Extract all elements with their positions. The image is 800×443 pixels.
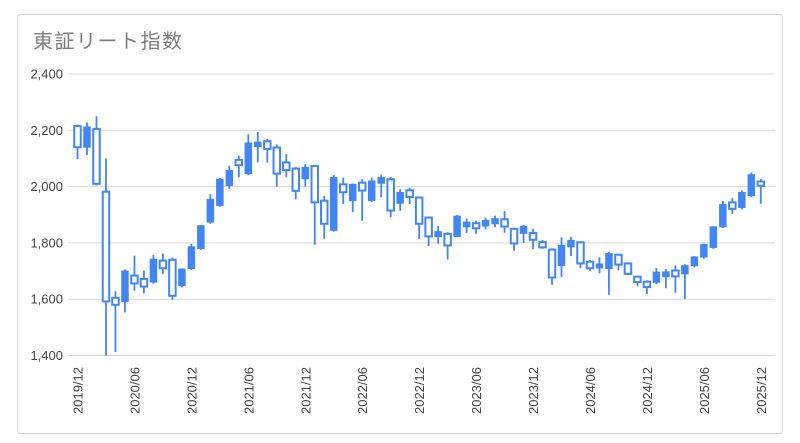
candle-body-2024/03[interactable] — [557, 244, 566, 266]
candle-body-2021/12[interactable] — [301, 166, 310, 180]
candle-body-2025/06[interactable] — [700, 244, 708, 258]
x-axis-tick-label: 2020/06 — [127, 367, 142, 414]
candle-body-2025/07[interactable] — [709, 226, 718, 248]
x-axis-tick-label: 2021/12 — [298, 367, 313, 414]
candle-body-2025/08[interactable] — [719, 204, 727, 228]
x-axis-tick-label: 2019/12 — [71, 367, 86, 414]
candle-body-2021/04[interactable] — [225, 170, 234, 186]
x-axis-tick-label: 2024/12 — [640, 367, 655, 414]
candle-body-2022/01[interactable] — [310, 165, 320, 204]
candle-body-2024/05[interactable] — [576, 241, 585, 265]
candle-body-2024/07[interactable] — [595, 263, 604, 269]
candle-body-2022/11[interactable] — [405, 189, 414, 199]
candle-body-2023/04[interactable] — [453, 215, 461, 237]
candle-body-2021/02[interactable] — [206, 198, 215, 223]
y-axis-tick-label: 1,600 — [30, 292, 63, 307]
candle-body-2022/05[interactable] — [348, 183, 357, 202]
candle-body-2022/08[interactable] — [377, 177, 385, 184]
candle-body-2023/12[interactable] — [528, 232, 538, 241]
candle-body-2021/11[interactable] — [291, 167, 301, 192]
candle-body-2024/01[interactable] — [538, 241, 547, 249]
candle-body-2022/10[interactable] — [396, 192, 404, 204]
candle-body-2019/12[interactable] — [73, 125, 82, 149]
candle-body-2020/07[interactable] — [139, 277, 149, 288]
x-axis-tick-label: 2025/12 — [754, 367, 769, 414]
candle-body-2025/05[interactable] — [690, 256, 699, 267]
candle-body-2024/06[interactable] — [585, 260, 595, 270]
y-axis-tick-label: 1,800 — [30, 235, 63, 250]
candle-body-2023/03[interactable] — [443, 232, 452, 247]
candle-body-2021/06[interactable] — [244, 142, 253, 175]
candle-body-2022/04[interactable] — [338, 183, 348, 194]
chart-title: 東証リート指数 — [33, 31, 184, 53]
x-axis-tick-label: 2022/06 — [355, 367, 370, 414]
x-axis-tick-label: 2023/12 — [526, 367, 541, 414]
candle-body-2020/12[interactable] — [187, 246, 196, 270]
candle-body-2025/01[interactable] — [652, 271, 661, 283]
candle-body-2020/03[interactable] — [101, 190, 111, 303]
candle-body-2025/12[interactable] — [756, 180, 766, 187]
candle-body-2025/03[interactable] — [671, 269, 680, 278]
chart-card — [17, 14, 783, 434]
candle-body-2023/07[interactable] — [481, 219, 490, 227]
candle-body-2025/02[interactable] — [662, 271, 670, 278]
candle-body-2024/02[interactable] — [547, 248, 557, 279]
candle-body-2020/02[interactable] — [92, 127, 101, 185]
x-axis-tick-label: 2024/06 — [583, 367, 598, 414]
y-axis-tick-label: 2,400 — [30, 67, 63, 82]
candle-body-2023/01[interactable] — [424, 216, 433, 238]
candle-body-2024/11[interactable] — [633, 275, 642, 284]
y-axis-tick-label: 2,000 — [30, 179, 63, 194]
x-axis-tick-label: 2025/06 — [697, 367, 712, 414]
candle-body-2020/09[interactable] — [158, 259, 168, 270]
candle-body-2021/01[interactable] — [197, 225, 205, 250]
x-axis-tick-label: 2021/06 — [241, 367, 256, 414]
candle-body-2024/09[interactable] — [614, 253, 623, 266]
candle-body-2020/04[interactable] — [111, 296, 120, 306]
candle-body-2023/10[interactable] — [509, 227, 519, 245]
candle-body-2021/05[interactable] — [234, 158, 244, 167]
candle-body-2024/10[interactable] — [623, 262, 633, 275]
x-axis-tick-label: 2020/12 — [184, 367, 199, 414]
candle-body-2021/08[interactable] — [263, 140, 272, 150]
candle-body-2023/08[interactable] — [491, 218, 499, 225]
candle-body-2022/09[interactable] — [386, 178, 395, 212]
candle-body-2024/08[interactable] — [605, 253, 613, 270]
candle-body-2022/03[interactable] — [329, 177, 338, 231]
candle-body-2021/07[interactable] — [254, 141, 262, 148]
candle-body-2020/01[interactable] — [83, 126, 91, 148]
candle-body-2025/04[interactable] — [681, 265, 689, 275]
candle-body-2021/03[interactable] — [216, 178, 224, 206]
candle-body-2022/02[interactable] — [319, 199, 329, 225]
candle-body-2020/05[interactable] — [121, 270, 129, 302]
candle-body-2020/06[interactable] — [130, 274, 139, 285]
x-axis-tick-label: 2022/12 — [412, 367, 427, 414]
candle-body-2021/09[interactable] — [272, 146, 282, 175]
candle-body-2021/10[interactable] — [282, 161, 291, 171]
candle-body-2024/12[interactable] — [642, 280, 652, 289]
candle-body-2023/11[interactable] — [519, 225, 528, 234]
candle-body-2025/09[interactable] — [728, 201, 737, 210]
y-axis-tick-label: 2,200 — [30, 123, 63, 138]
candle-body-2023/09[interactable] — [500, 218, 509, 228]
candle-body-2023/02[interactable] — [434, 231, 442, 238]
candle-body-2025/10[interactable] — [738, 192, 746, 208]
candle-body-2025/11[interactable] — [747, 174, 756, 197]
candle-body-2020/10[interactable] — [168, 258, 177, 297]
candle-body-2022/06[interactable] — [357, 181, 367, 192]
candle-body-2020/11[interactable] — [178, 268, 186, 287]
candle-body-2022/12[interactable] — [414, 196, 424, 225]
y-axis-tick-label: 1,400 — [30, 348, 63, 363]
x-axis-tick-label: 2023/06 — [469, 367, 484, 414]
candle-body-2024/04[interactable] — [567, 239, 575, 248]
candle-body-2023/06[interactable] — [471, 222, 481, 230]
candle-body-2020/08[interactable] — [149, 258, 158, 283]
candle-body-2022/07[interactable] — [367, 180, 376, 201]
candle-body-2023/05[interactable] — [462, 221, 471, 228]
